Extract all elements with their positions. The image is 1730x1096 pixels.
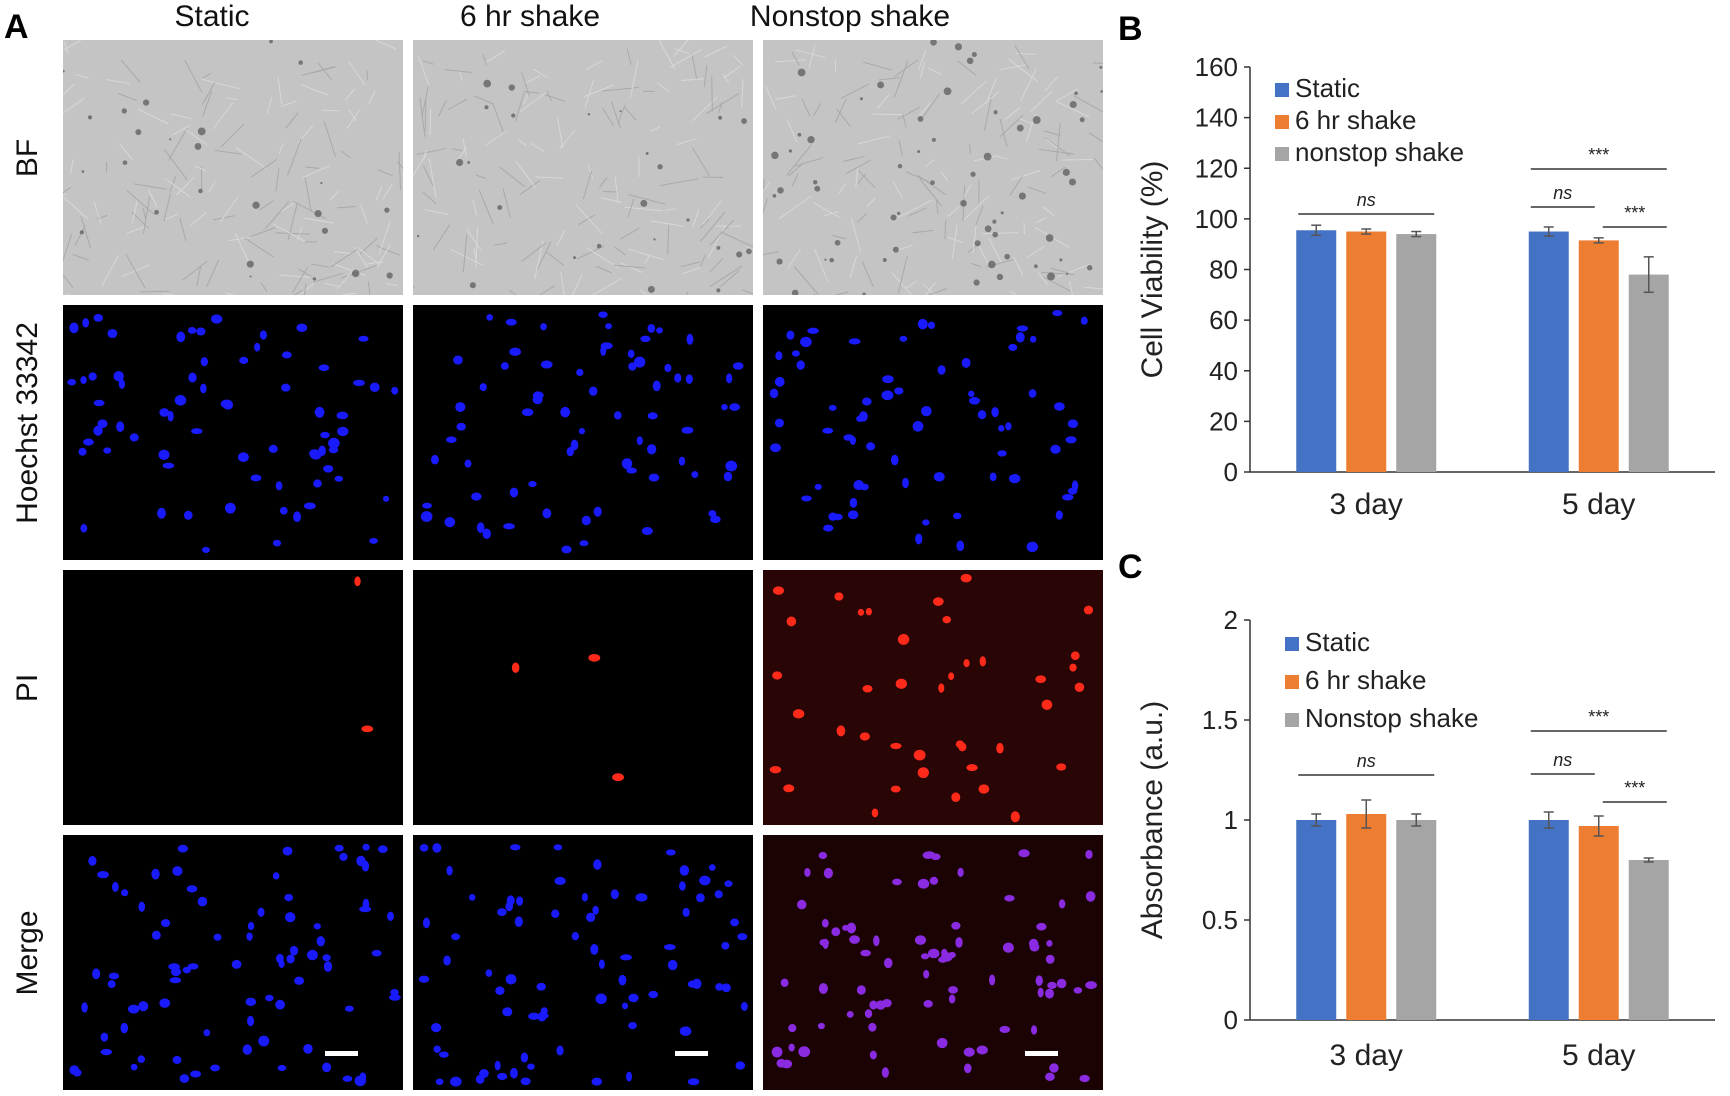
y-tick-label: 0: [1224, 1005, 1238, 1035]
chart-c-absorbance: 0 0.5 1 1.5 2 Absorbance (a.u.) 3 day 5 day ns **…: [1136, 605, 1715, 1072]
bar: [1346, 231, 1387, 472]
y-tick-label: 100: [1195, 204, 1238, 234]
bar: [1628, 860, 1669, 1020]
x-tick-label: 3 day: [1330, 1039, 1403, 1072]
y-tick-label: 1: [1224, 805, 1238, 835]
legend-label: Static: [1295, 73, 1360, 103]
y-tick-label: 120: [1195, 153, 1238, 183]
significance-label: ns: [1553, 183, 1572, 203]
micrograph-hoechst-static: [63, 305, 403, 560]
panel-c-label: C: [1118, 548, 1143, 586]
x-tick-label: 5 day: [1562, 1039, 1635, 1072]
y-tick-label: 40: [1209, 356, 1238, 386]
bar: [1296, 230, 1337, 472]
column-header-6hr-shake: 6 hr shake: [459, 0, 601, 33]
legend-label: Nonstop shake: [1305, 703, 1478, 733]
bar: [1296, 820, 1337, 1020]
y-tick-label: 0.5: [1202, 905, 1238, 935]
bar: [1528, 231, 1569, 472]
legend-swatch: [1285, 675, 1299, 689]
legend-label: 6 hr shake: [1295, 105, 1416, 135]
y-tick-label: 160: [1195, 52, 1238, 82]
y-tick-label: 0: [1224, 457, 1238, 487]
row-header-bf: BF: [11, 138, 44, 177]
column-header-nonstop-shake: Nonstop shake: [749, 0, 951, 33]
y-tick-label: 2: [1224, 605, 1238, 635]
significance-label: ***: [1588, 707, 1609, 727]
legend-label: 6 hr shake: [1305, 665, 1426, 695]
micrograph-merge-static: [63, 835, 403, 1090]
y-tick-label: 80: [1209, 255, 1238, 285]
legend-swatch: [1285, 637, 1299, 651]
y-tick-label: 20: [1209, 406, 1238, 436]
legend-swatch: [1285, 713, 1299, 727]
panel-b-label: B: [1118, 10, 1143, 48]
significance-label: ns: [1357, 190, 1376, 210]
micrograph-merge-nonstop-shake: [763, 835, 1103, 1090]
y-tick-label: 60: [1209, 305, 1238, 335]
micrograph-merge-6hr-shake: [413, 835, 753, 1090]
y-tick-label: 140: [1195, 103, 1238, 133]
micrograph-bf-nonstop-shake: [763, 40, 1103, 295]
significance-label: ns: [1357, 751, 1376, 771]
row-header-hoechst: Hoechst 33342: [11, 321, 44, 524]
x-tick-label: 5 day: [1562, 488, 1635, 521]
legend-label: nonstop shake: [1295, 137, 1464, 167]
significance-label: ***: [1588, 145, 1609, 165]
bar: [1528, 820, 1569, 1020]
micrograph-pi-nonstop-shake: [763, 570, 1103, 825]
micrograph-hoechst-6hr-shake: [413, 305, 753, 560]
significance-label: ***: [1624, 203, 1645, 223]
y-axis-label: Absorbance (a.u.): [1136, 701, 1169, 939]
legend-swatch: [1275, 83, 1289, 97]
row-header-pi: PI: [11, 673, 44, 702]
micrograph-hoechst-nonstop-shake: [763, 305, 1103, 560]
chart-b-cell-viability: 0 20 40 60 80 100 120 140 160 Cell Viability (%) 3…: [1136, 52, 1715, 521]
row-header-merge: Merge: [11, 909, 44, 996]
significance-label: ***: [1624, 778, 1645, 798]
legend-swatch: [1275, 115, 1289, 129]
micrograph-pi-static: [63, 570, 403, 825]
significance-label: ns: [1553, 750, 1572, 770]
panel-a-label: A: [4, 8, 29, 46]
micrograph-pi-6hr-shake: [413, 570, 753, 825]
micrograph-bf-6hr-shake: [413, 40, 753, 295]
column-header-static: Static: [174, 0, 250, 33]
legend-swatch: [1275, 147, 1289, 161]
bar: [1578, 240, 1619, 472]
y-tick-label: 1.5: [1202, 705, 1238, 735]
bar: [1628, 274, 1669, 472]
bar: [1396, 234, 1437, 472]
micrograph-bf-static: [63, 40, 403, 295]
bar: [1578, 826, 1619, 1020]
bar: [1346, 814, 1387, 1020]
legend-label: Static: [1305, 627, 1370, 657]
x-tick-label: 3 day: [1330, 488, 1403, 521]
bar: [1396, 820, 1437, 1020]
y-axis-label: Cell Viability (%): [1136, 161, 1169, 379]
